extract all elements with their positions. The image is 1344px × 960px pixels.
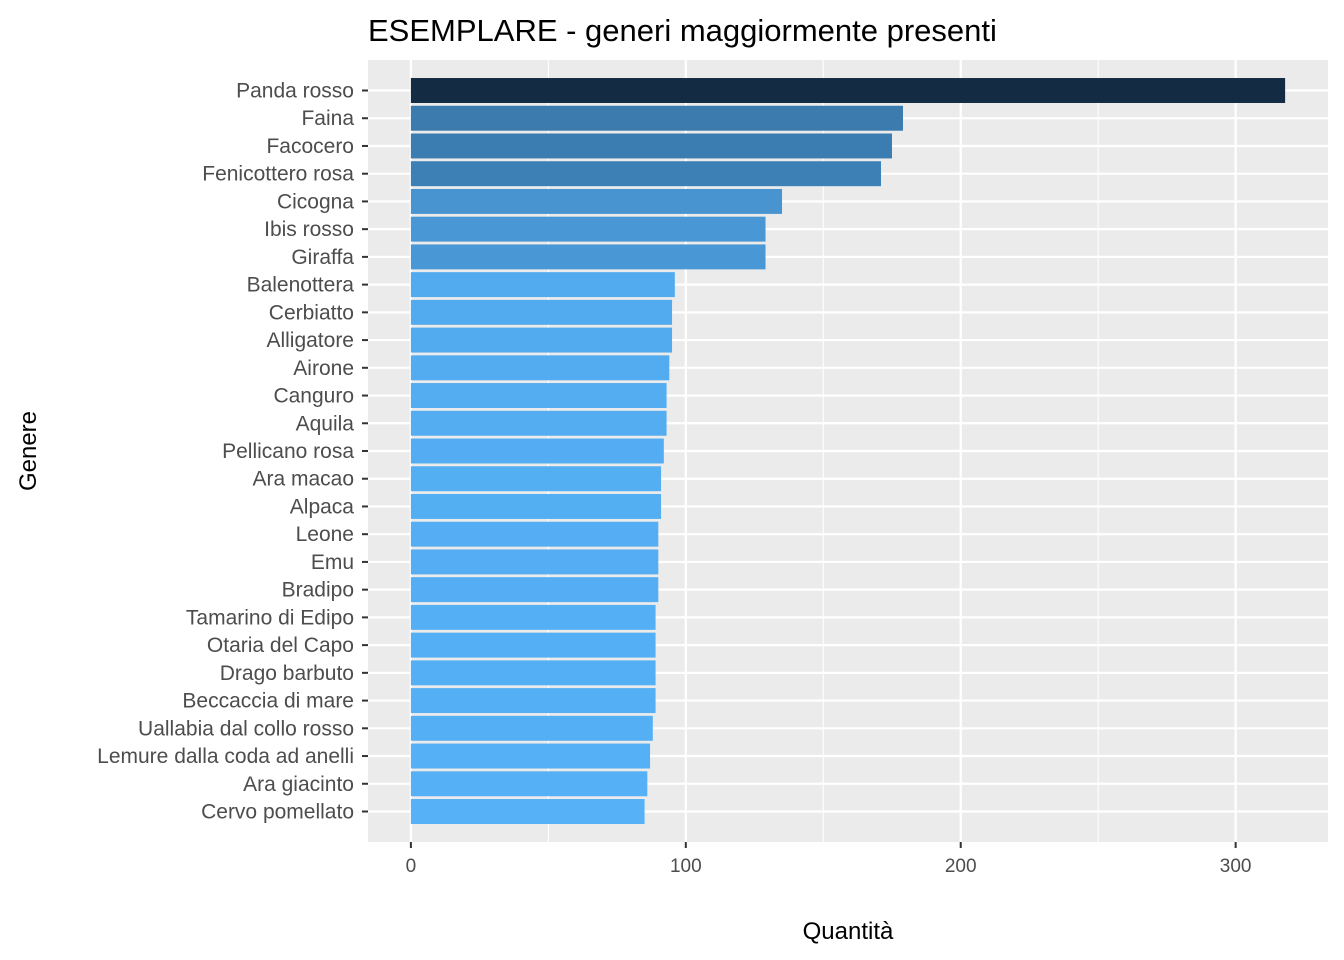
bar [410, 161, 881, 187]
bar [410, 216, 766, 242]
bar [410, 577, 659, 603]
bar [410, 78, 1286, 103]
x-axis: 0 100 200 300 [406, 842, 1252, 877]
y-axis: Panda rosso Faina Facocero Fenicottero rosa… [97, 80, 368, 823]
y-tick-label: Panda rosso [236, 80, 354, 103]
y-tick-label: Bradipo [282, 579, 354, 602]
bar [410, 688, 656, 714]
y-tick-label: Leone [296, 523, 354, 546]
bar [410, 272, 675, 298]
y-tick-label: Otaria del Capo [207, 634, 354, 657]
x-tick-label: 200 [945, 856, 977, 877]
y-tick-label: Ibis rosso [264, 218, 354, 241]
bar [410, 410, 667, 436]
y-tick-label: Cerbiatto [269, 301, 354, 324]
bar [410, 299, 673, 325]
y-tick-label: Faina [301, 107, 354, 130]
bar [410, 438, 664, 464]
x-tick-label: 100 [670, 856, 702, 877]
x-tick-label: 300 [1220, 856, 1252, 877]
y-tick-label: Ara giacinto [243, 773, 354, 796]
bar [410, 715, 653, 741]
y-tick-label: Facocero [266, 135, 354, 158]
y-tick-label: Aquila [296, 412, 355, 435]
bar [410, 355, 670, 381]
y-tick-label: Ara macao [252, 468, 354, 491]
y-tick-label: Tamarino di Edipo [186, 606, 354, 629]
bars [410, 78, 1286, 824]
bar [410, 383, 667, 409]
bar [410, 327, 673, 353]
bar [410, 660, 656, 686]
bar [410, 466, 662, 492]
bar [410, 771, 648, 797]
y-tick-label: Uallabia dal collo rosso [138, 717, 354, 740]
y-axis-title: Genere [15, 411, 42, 491]
y-tick-label: Beccaccia di mare [182, 690, 354, 713]
y-tick-label: Drago barbuto [220, 662, 354, 685]
y-tick-label: Pellicano rosa [222, 440, 354, 463]
bar [410, 632, 656, 658]
y-tick-label: Lemure dalla coda ad anelli [97, 745, 354, 768]
y-tick-label: Cervo pomellato [201, 800, 354, 823]
bar [410, 799, 645, 824]
chart-title: ESEMPLARE - generi maggiormente presenti [368, 13, 997, 48]
bar [410, 549, 659, 575]
bar [410, 493, 662, 519]
bar [410, 521, 659, 547]
y-tick-label: Giraffa [291, 246, 354, 269]
y-tick-label: Alligatore [266, 329, 354, 352]
bar [410, 133, 892, 159]
y-tick-label: Cicogna [277, 190, 354, 213]
y-tick-label: Canguro [273, 385, 354, 408]
x-tick-label: 0 [406, 856, 417, 877]
bar [410, 188, 783, 214]
y-tick-label: Airone [293, 357, 354, 380]
bar [410, 604, 656, 630]
x-axis-title: Quantità [803, 918, 894, 945]
bar [410, 105, 903, 131]
y-tick-label: Fenicottero rosa [202, 163, 354, 186]
bar [410, 743, 651, 769]
bar [410, 244, 766, 270]
y-tick-label: Emu [311, 551, 354, 574]
y-tick-label: Alpaca [290, 495, 355, 518]
y-tick-label: Balenottera [247, 274, 355, 297]
